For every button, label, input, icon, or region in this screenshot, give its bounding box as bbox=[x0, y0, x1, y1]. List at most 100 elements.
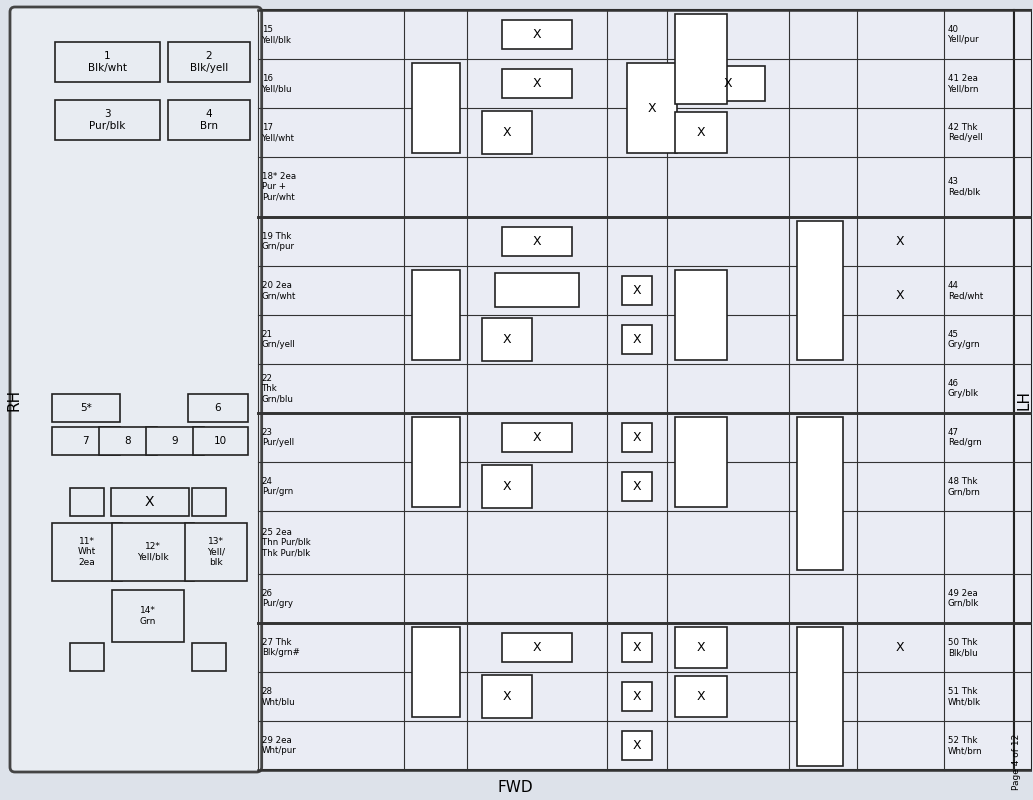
Text: 28
Wht/blu: 28 Wht/blu bbox=[261, 686, 295, 706]
Text: 46
Gry/blk: 46 Gry/blk bbox=[948, 378, 979, 398]
Text: 50 Thk
Blk/blu: 50 Thk Blk/blu bbox=[948, 638, 977, 657]
Text: 27 Thk
Blk/grn#: 27 Thk Blk/grn# bbox=[261, 638, 300, 657]
Text: X: X bbox=[697, 126, 706, 139]
Bar bbox=[622, 682, 652, 711]
Bar bbox=[112, 523, 194, 581]
Text: 14*
Grn: 14* Grn bbox=[139, 606, 156, 626]
Text: 41 2ea
Yell/brn: 41 2ea Yell/brn bbox=[948, 74, 979, 94]
Text: X: X bbox=[633, 431, 641, 444]
Text: 7: 7 bbox=[83, 436, 89, 446]
Text: Page 4 of 12: Page 4 of 12 bbox=[1011, 734, 1021, 790]
Bar bbox=[1013, 10, 1032, 770]
Text: 38
Brn: 38 Brn bbox=[800, 484, 815, 503]
Text: 39
2ea
Blk/
yel*: 39 2ea Blk/ yel* bbox=[800, 676, 817, 717]
Bar bbox=[622, 422, 652, 452]
Text: X: X bbox=[145, 495, 155, 509]
Text: X: X bbox=[648, 102, 657, 114]
Bar bbox=[52, 394, 120, 422]
Text: 19 Thk
Grn/pur: 19 Thk Grn/pur bbox=[261, 231, 294, 251]
Bar bbox=[502, 69, 572, 98]
Text: 21
Grn/yell: 21 Grn/yell bbox=[261, 330, 295, 349]
Text: X: X bbox=[503, 126, 511, 139]
Text: X: X bbox=[896, 234, 905, 248]
Bar bbox=[622, 730, 652, 760]
Bar bbox=[797, 417, 843, 570]
Bar bbox=[193, 427, 248, 455]
Text: 31
2ea#
wht: 31 2ea# wht bbox=[415, 300, 438, 330]
Text: X: X bbox=[697, 690, 706, 703]
Text: X: X bbox=[633, 690, 641, 703]
Text: X: X bbox=[633, 641, 641, 654]
Text: X: X bbox=[533, 77, 541, 90]
Bar bbox=[257, 10, 1013, 770]
Text: X: X bbox=[503, 333, 511, 346]
Bar bbox=[192, 488, 226, 516]
Bar bbox=[622, 275, 652, 305]
Text: X: X bbox=[533, 234, 541, 248]
Bar bbox=[676, 14, 727, 104]
Text: X: X bbox=[697, 641, 706, 654]
Text: 1
Blk/wht: 1 Blk/wht bbox=[88, 51, 127, 73]
Bar bbox=[482, 318, 532, 361]
Text: X: X bbox=[633, 480, 641, 493]
Text: 51 Thk
Wht/blk: 51 Thk Wht/blk bbox=[948, 686, 981, 706]
Text: X: X bbox=[724, 77, 732, 90]
Text: 33
2ea
Blk/
wht: 33 2ea Blk/ wht bbox=[415, 652, 432, 692]
Bar bbox=[55, 100, 160, 140]
Text: 22
Thk
Grn/blu: 22 Thk Grn/blu bbox=[261, 374, 293, 403]
Bar bbox=[676, 417, 727, 507]
Text: 20 2ea
Grn/wht: 20 2ea Grn/wht bbox=[261, 281, 296, 300]
Bar bbox=[676, 112, 727, 153]
Text: 37
Blk/
brn: 37 Blk/ brn bbox=[678, 447, 694, 477]
Bar bbox=[188, 394, 248, 422]
Bar bbox=[52, 523, 122, 581]
Text: X: X bbox=[503, 480, 511, 493]
FancyBboxPatch shape bbox=[10, 7, 261, 772]
Bar bbox=[412, 63, 461, 153]
Bar bbox=[676, 627, 727, 668]
Text: 16
Yell/blu: 16 Yell/blu bbox=[261, 74, 292, 94]
Text: 35
Grn/
wht: 35 Grn/ wht bbox=[678, 300, 696, 330]
Text: X: X bbox=[633, 739, 641, 752]
Bar bbox=[112, 590, 184, 642]
Bar bbox=[627, 63, 678, 153]
Text: 32
Brn/
yell: 32 Brn/ yell bbox=[415, 447, 433, 477]
Bar bbox=[482, 465, 532, 508]
Text: 13*
Yell/
blk: 13* Yell/ blk bbox=[207, 537, 225, 567]
Text: 4
Brn: 4 Brn bbox=[199, 110, 218, 130]
Text: X: X bbox=[896, 289, 905, 302]
Text: FWD: FWD bbox=[498, 779, 533, 794]
Bar bbox=[167, 42, 250, 82]
Text: 42 Thk
Red/yell: 42 Thk Red/yell bbox=[948, 123, 982, 142]
Text: X: X bbox=[533, 641, 541, 654]
Text: 3
Pur/blk: 3 Pur/blk bbox=[89, 110, 126, 130]
Bar bbox=[482, 111, 532, 154]
Text: 8: 8 bbox=[125, 436, 131, 446]
Text: 23
Pur/yell: 23 Pur/yell bbox=[261, 428, 293, 447]
Text: 11*
Wht
2ea: 11* Wht 2ea bbox=[77, 537, 96, 567]
Text: 48 Thk
Grn/brn: 48 Thk Grn/brn bbox=[948, 477, 980, 496]
Bar bbox=[691, 66, 764, 101]
Bar bbox=[622, 472, 652, 502]
Text: 24
Pur/grn: 24 Pur/grn bbox=[261, 477, 293, 496]
Text: 25 2ea
Thn Pur/blk
Thk Pur/blk: 25 2ea Thn Pur/blk Thk Pur/blk bbox=[261, 527, 311, 558]
Text: 52 Thk
Wht/brn: 52 Thk Wht/brn bbox=[948, 736, 982, 755]
Text: X: X bbox=[533, 431, 541, 444]
Text: 9: 9 bbox=[171, 436, 178, 446]
Bar bbox=[70, 488, 104, 516]
Text: X: X bbox=[633, 284, 641, 297]
Bar bbox=[622, 633, 652, 662]
Text: 34
Gry: 34 Gry bbox=[678, 50, 693, 69]
Text: X: X bbox=[533, 28, 541, 41]
Text: LH: LH bbox=[1016, 390, 1031, 410]
Bar bbox=[192, 643, 226, 671]
Text: 47
Red/grn: 47 Red/grn bbox=[948, 428, 981, 447]
Text: X: X bbox=[633, 333, 641, 346]
Text: RH: RH bbox=[6, 389, 22, 411]
Bar bbox=[52, 427, 120, 455]
Bar bbox=[622, 325, 652, 354]
Text: 15
Yell/blk: 15 Yell/blk bbox=[261, 25, 291, 44]
Bar bbox=[55, 42, 160, 82]
Text: 49 2ea
Grn/blk: 49 2ea Grn/blk bbox=[948, 589, 979, 608]
Text: 10: 10 bbox=[214, 436, 227, 446]
